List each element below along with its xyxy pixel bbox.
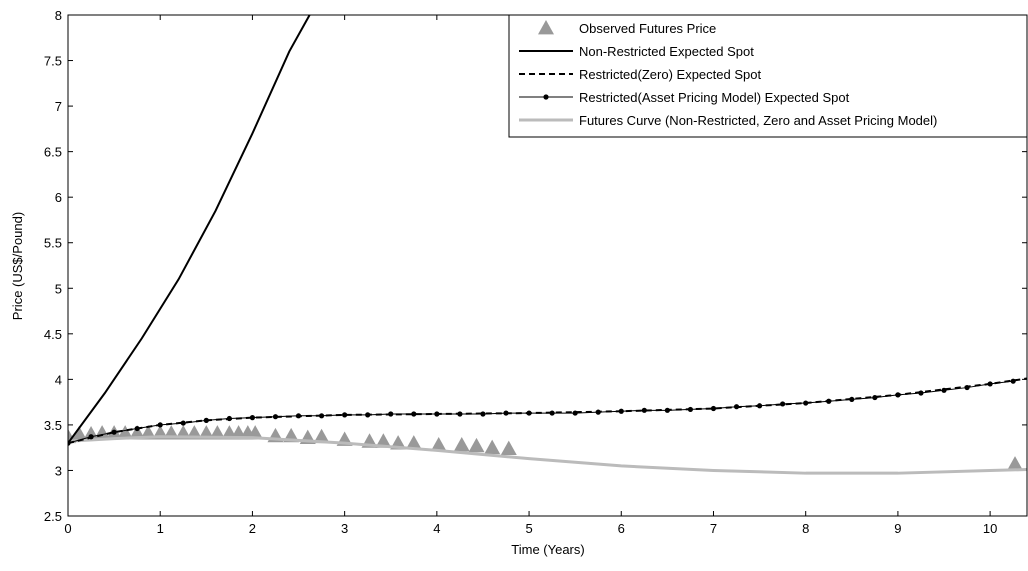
observed-marker	[375, 433, 392, 448]
x-tick-label: 1	[157, 521, 164, 536]
y-tick-label: 6.5	[44, 145, 62, 160]
series-marker	[411, 411, 417, 417]
legend-label: Observed Futures Price	[579, 21, 716, 36]
observed-marker	[129, 425, 146, 440]
observed-marker	[405, 435, 422, 450]
series-line	[68, 435, 1027, 475]
legend-label: Futures Curve (Non-Restricted, Zero and …	[579, 113, 937, 128]
x-tick-label: 9	[894, 521, 901, 536]
observed-marker	[117, 425, 134, 440]
legend-box	[508, 14, 1028, 138]
observed-marker	[453, 436, 470, 452]
observed-marker	[468, 437, 485, 453]
x-tick-label: 3	[341, 521, 348, 536]
series-line	[68, 377, 1027, 445]
series-marker	[272, 414, 279, 420]
y-tick-label: 4.5	[44, 327, 62, 342]
y-tick-label: 2.5	[44, 509, 62, 524]
y-tick-label: 7.5	[44, 54, 62, 69]
observed-marker	[500, 440, 517, 455]
series-marker	[249, 415, 256, 421]
y-tick-label: 7	[55, 99, 62, 114]
y-axis-label: Price (US$/Pound)	[10, 212, 25, 320]
series-marker	[342, 412, 348, 418]
observed-marker	[247, 425, 264, 440]
observed-marker	[313, 428, 330, 444]
legend-label: Restricted(Zero) Expected Spot	[579, 67, 761, 82]
y-tick-label: 6	[55, 190, 62, 205]
y-tick-label: 4	[55, 372, 62, 387]
x-tick-label: 7	[710, 521, 717, 536]
x-tick-label: 0	[64, 521, 71, 536]
observed-marker	[484, 439, 501, 455]
x-tick-label: 8	[802, 521, 809, 536]
legend-swatch	[538, 20, 554, 35]
x-tick-label: 5	[525, 521, 532, 536]
x-tick-label: 6	[618, 521, 625, 536]
observed-marker	[71, 426, 88, 441]
y-tick-label: 5	[55, 281, 62, 296]
y-tick-label: 5.5	[44, 236, 62, 251]
x-tick-label: 10	[983, 521, 997, 536]
observed-marker	[1007, 456, 1024, 471]
series-marker	[710, 405, 717, 412]
observed-marker	[430, 436, 447, 452]
x-axis-label: Time (Years)	[511, 542, 584, 557]
y-tick-label: 3.5	[44, 418, 62, 433]
series-line	[68, 15, 311, 444]
legend-swatch-marker	[543, 94, 549, 100]
observed-marker	[83, 426, 100, 441]
x-tick-label: 4	[433, 521, 440, 536]
legend-label: Non-Restricted Expected Spot	[579, 44, 754, 59]
series-marker	[180, 420, 186, 426]
y-tick-label: 3	[55, 463, 62, 478]
legend-label: Restricted(Asset Pricing Model) Expected…	[579, 90, 850, 105]
series-marker	[641, 407, 647, 413]
x-tick-label: 2	[249, 521, 256, 536]
plot-area	[68, 15, 1027, 475]
y-tick-label: 8	[55, 8, 62, 23]
